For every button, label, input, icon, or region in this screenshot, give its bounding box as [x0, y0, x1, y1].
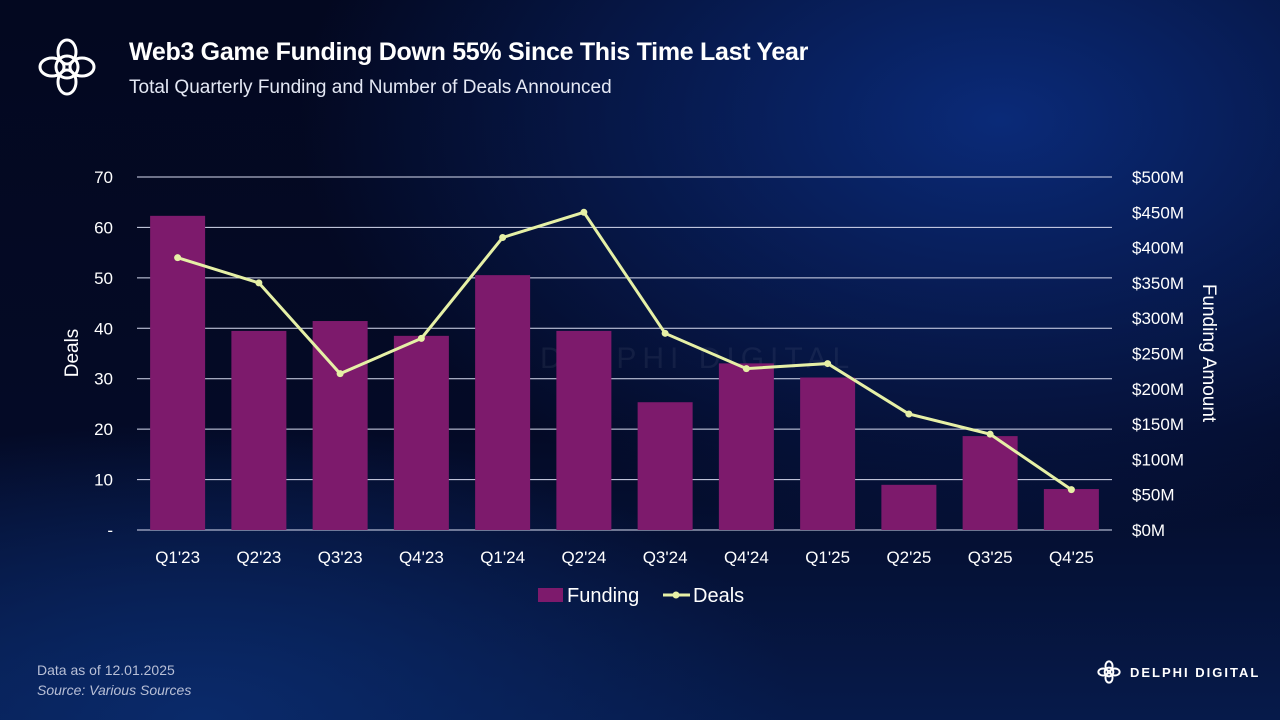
y-left-tick-label: 60: [94, 218, 113, 237]
y-axis-left-label: Deals: [62, 329, 83, 378]
y-right-tick-label: $250M: [1132, 345, 1184, 364]
y-right-tick-label: $400M: [1132, 239, 1184, 258]
deals-point: [742, 365, 750, 373]
funding-bar: [231, 330, 287, 530]
x-tick-label: Q1'23: [155, 548, 200, 567]
y-left-tick-label: 40: [94, 319, 113, 338]
legend: Funding Deals: [538, 585, 744, 607]
y-left-tick-label: 30: [94, 370, 113, 389]
deals-point: [1067, 486, 1075, 494]
data-date-note: Data as of 12.01.2025: [37, 662, 175, 678]
brand: DELPHI DIGITAL: [1096, 659, 1260, 685]
y-right-tick-label: $150M: [1132, 415, 1184, 434]
funding-bar: [312, 321, 368, 530]
funding-bar: [393, 335, 449, 530]
deals-line: [177, 210, 1073, 491]
y-right-tick-label: $0M: [1132, 521, 1165, 540]
legend-deals-label: Deals: [693, 585, 744, 607]
legend-funding-label: Funding: [567, 585, 639, 607]
y-right-tick-label: $100M: [1132, 450, 1184, 469]
funding-bar: [1043, 489, 1099, 530]
x-tick-label: Q1'25: [805, 548, 850, 567]
legend-funding-swatch: [538, 588, 563, 602]
brand-name: DELPHI DIGITAL: [1130, 664, 1261, 680]
x-tick-label: Q3'25: [968, 548, 1013, 567]
y-left-tick-label: 10: [94, 471, 113, 490]
funding-bar: [150, 215, 206, 530]
y-left-tick-label: 50: [94, 269, 113, 288]
y-right-tick-label: $350M: [1132, 274, 1184, 293]
funding-bar: [475, 275, 531, 530]
x-tick-label: Q3'23: [318, 548, 363, 567]
x-tick-label: Q4'24: [724, 548, 769, 567]
delphi-logo-icon: [38, 38, 96, 96]
x-tick-label: Q2'25: [886, 548, 931, 567]
y-left-tick-label: 20: [94, 420, 113, 439]
deals-point: [905, 410, 913, 418]
funding-bar: [637, 402, 693, 530]
deals-point: [661, 329, 669, 337]
chart-subtitle: Total Quarterly Funding and Number of De…: [129, 77, 612, 98]
deals-point: [499, 234, 507, 242]
funding-bar: [800, 377, 856, 530]
y-right-tick-label: $300M: [1132, 309, 1184, 328]
deals-point: [824, 360, 832, 368]
funding-bar: [881, 484, 937, 530]
x-tick-label: Q4'23: [399, 548, 444, 567]
chart-title: Web3 Game Funding Down 55% Since This Ti…: [129, 38, 809, 66]
y-right-tick-label: $200M: [1132, 380, 1184, 399]
x-tick-label: Q2'24: [561, 548, 606, 567]
deals-point: [986, 430, 994, 438]
x-tick-label: Q3'24: [643, 548, 688, 567]
deals-point: [580, 208, 588, 216]
deals-point: [174, 254, 182, 262]
deals-point: [255, 279, 263, 287]
delphi-logo-icon: [1097, 660, 1121, 684]
source-note: Source: Various Sources: [37, 682, 192, 698]
y-left-tick-label: -: [107, 521, 113, 540]
y-left-tick-label: 70: [94, 168, 113, 187]
y-right-tick-label: $450M: [1132, 203, 1184, 222]
funding-bar: [962, 436, 1018, 530]
y-right-tick-label: $50M: [1132, 486, 1175, 505]
deals-point: [336, 370, 344, 378]
x-tick-label: Q1'24: [480, 548, 525, 567]
funding-bar: [556, 330, 612, 530]
x-tick-label: Q2'23: [236, 548, 281, 567]
deals-point: [417, 334, 425, 342]
y-axis-right-label: Funding Amount: [1198, 284, 1219, 423]
x-tick-label: Q4'25: [1049, 548, 1094, 567]
funding-bar: [718, 363, 774, 530]
y-right-tick-label: $500M: [1132, 168, 1184, 187]
